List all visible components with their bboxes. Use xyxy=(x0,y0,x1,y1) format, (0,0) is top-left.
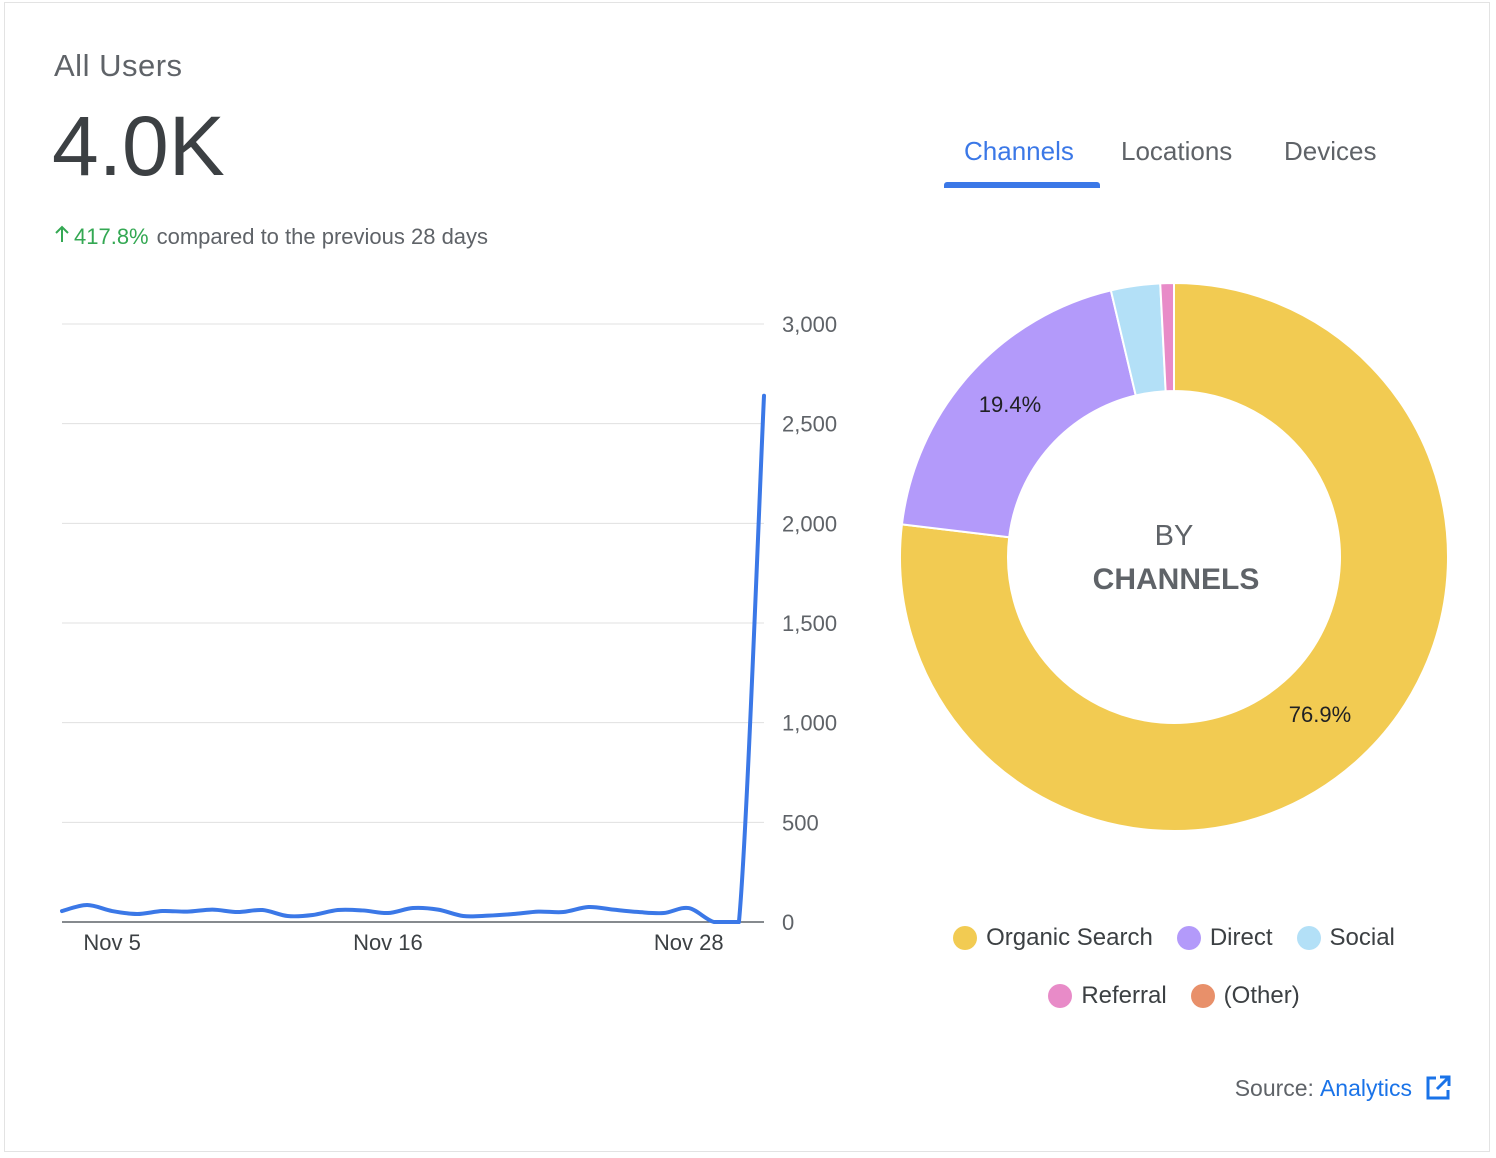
donut-legend: Organic Search Direct Social Referral (Other… xyxy=(900,924,1448,1010)
legend-swatch xyxy=(1296,926,1321,950)
donut-center-label-top: BY xyxy=(1155,520,1194,552)
legend-item[interactable]: Organic Search xyxy=(953,924,1153,952)
legend-swatch xyxy=(1048,984,1073,1008)
y-tick-label: 3,000 xyxy=(782,312,837,337)
y-tick-label: 2,500 xyxy=(782,412,837,437)
tab-locations[interactable]: Locations xyxy=(1121,136,1233,166)
legend-item[interactable]: Referral xyxy=(1048,982,1167,1010)
users-line-chart: 0 500 1,000 1,500 2,000 2,500 3,000 Nov 5 Nov 16… xyxy=(60,312,837,955)
y-tick-label: 0 xyxy=(782,910,794,935)
donut-data-label: 76.9% xyxy=(1289,702,1351,727)
source-footer: Source: Analytics xyxy=(1235,1074,1452,1102)
legend-label: Direct xyxy=(1209,924,1273,951)
metric-value: 4.0K xyxy=(52,99,225,193)
metric-label: All Users xyxy=(54,48,183,83)
donut-center-label-bottom: CHANNELS xyxy=(1093,563,1260,596)
tab-channels[interactable]: Channels xyxy=(964,136,1074,166)
delta-text: compared to the previous 28 days xyxy=(156,224,489,249)
legend-swatch xyxy=(1190,984,1215,1008)
legend-item[interactable]: Social xyxy=(1296,924,1395,952)
x-tick-label: Nov 16 xyxy=(353,930,423,955)
x-tick-label: Nov 5 xyxy=(83,930,140,955)
legend-label: Social xyxy=(1329,924,1395,951)
donut-slice-referral[interactable] xyxy=(1159,281,1175,393)
legend-swatch xyxy=(1176,926,1201,950)
legend-label: (Other) xyxy=(1223,982,1300,1009)
y-tick-label: 1,000 xyxy=(782,711,837,736)
legend-item[interactable]: (Other) xyxy=(1190,982,1300,1010)
delta-percent: 417.8% xyxy=(74,224,149,249)
channels-donut-chart: 76.9% 19.4% BY CHANNELS xyxy=(899,281,1449,832)
y-tick-label: 2,000 xyxy=(782,511,837,536)
delta-comparison: 417.8% compared to the previous 28 days xyxy=(52,224,488,250)
arrow-up-icon xyxy=(52,224,72,250)
y-tick-label: 1,500 xyxy=(782,611,837,636)
x-tick-label: Nov 28 xyxy=(654,930,724,955)
external-link-icon[interactable] xyxy=(1424,1074,1452,1102)
active-tab-indicator xyxy=(944,182,1100,188)
legend-label: Referral xyxy=(1081,982,1167,1009)
analytics-link[interactable]: Analytics xyxy=(1319,1074,1412,1101)
legend-item[interactable]: Direct xyxy=(1176,924,1273,952)
donut-slice-direct[interactable] xyxy=(900,289,1137,539)
all-users-card xyxy=(4,2,1490,1152)
donut-slice-organic-search[interactable] xyxy=(899,281,1449,832)
donut-data-label: 19.4% xyxy=(979,392,1041,417)
legend-swatch xyxy=(953,926,978,950)
y-tick-label: 500 xyxy=(782,810,819,835)
users-series-line xyxy=(60,393,766,924)
tab-devices[interactable]: Devices xyxy=(1284,136,1377,166)
legend-label: Organic Search xyxy=(986,924,1153,951)
source-label: Source: xyxy=(1234,1074,1314,1101)
